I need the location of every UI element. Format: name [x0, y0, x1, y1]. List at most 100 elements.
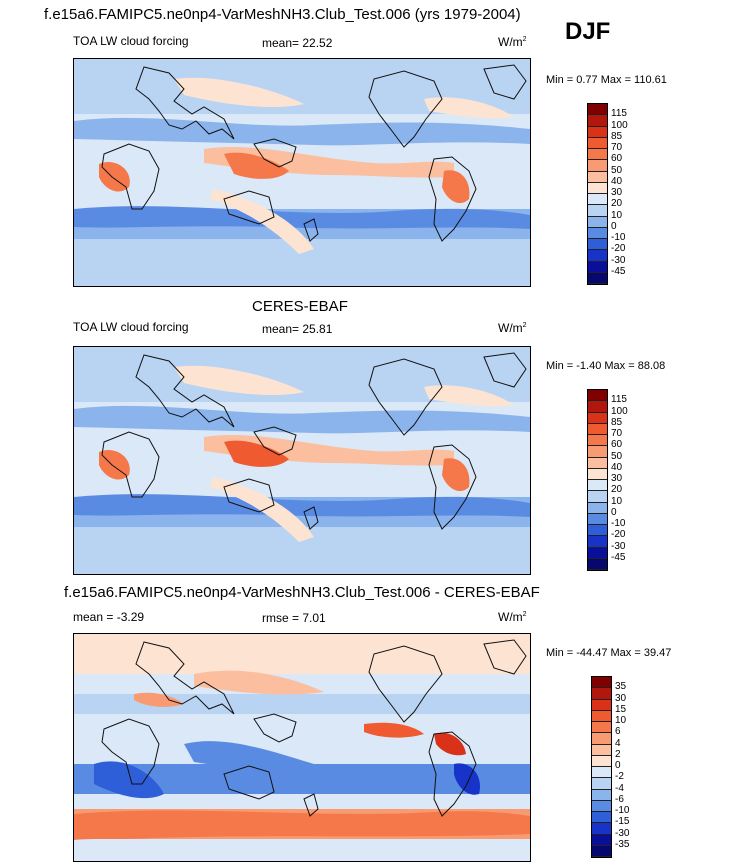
coastline	[135, 641, 235, 715]
panel1-minmax: Min = 0.77 Max = 110.61	[546, 74, 667, 86]
colorbar-tick-label: -10	[611, 232, 626, 243]
colorbar-swatches	[587, 103, 608, 285]
units-text: W/m	[498, 35, 523, 49]
coastline	[483, 639, 527, 675]
coastline	[483, 352, 527, 388]
colorbar-tick-label: -45	[611, 265, 626, 277]
amazon-convection	[442, 458, 470, 492]
southern-ocean-excess	[74, 810, 530, 840]
colorbar-swatch	[592, 755, 611, 767]
panel2-title: CERES-EBAF	[252, 298, 348, 315]
colorbar-swatches	[591, 676, 612, 858]
colorbar-swatch	[588, 435, 607, 447]
colorbar-swatch	[592, 812, 611, 824]
colorbar-swatch	[588, 137, 607, 149]
pacific-north-excess	[194, 670, 324, 695]
coastline	[223, 765, 275, 800]
colorbar-tick-label: -30	[611, 540, 626, 552]
amazon-deficit	[454, 763, 480, 795]
colorbar-swatch	[588, 227, 607, 239]
units-text: W/m	[498, 321, 523, 335]
coastline	[368, 645, 443, 723]
colorbar-tick-label: 0	[611, 220, 617, 232]
coastline	[303, 506, 319, 530]
panel2-minmax: Min = -1.40 Max = 88.08	[546, 360, 666, 372]
panel1-title: f.e15a6.FAMIPC5.ne0np4-VarMeshNH3.Club_T…	[44, 6, 521, 23]
colorbar-tick-label: -15	[615, 816, 630, 828]
colorbar-tick-label: 70	[611, 142, 623, 153]
colorbar-swatch	[592, 733, 611, 745]
panel1-mean: mean= 22.52	[262, 36, 333, 50]
colorbar-swatch	[588, 457, 607, 469]
colorbar-tick-label: 6	[615, 726, 621, 738]
pacific-excess	[364, 722, 424, 738]
colorbar-swatch	[588, 261, 607, 273]
panel2-mean: mean= 25.81	[262, 322, 333, 336]
arctic-band	[74, 634, 530, 674]
contour-map	[74, 59, 530, 286]
colorbar-tick-label: 50	[611, 164, 623, 176]
coastline	[253, 138, 297, 168]
coastline	[368, 358, 443, 436]
colorbar-swatch	[588, 194, 607, 206]
colorbar-tick-label: 85	[611, 416, 623, 428]
colorbar-tick-label: 85	[611, 130, 623, 142]
colorbar-swatch	[592, 688, 611, 700]
colorbar-swatch	[588, 502, 607, 514]
colorbar-tick-label: 20	[611, 484, 623, 496]
colorbar-tick-label: -30	[611, 254, 626, 266]
colorbar-swatch	[588, 182, 607, 194]
coastline	[428, 731, 477, 817]
subtropical-low	[74, 405, 530, 434]
colorbar-tick-label: 35	[615, 681, 627, 693]
colorbar-tick-label: 40	[611, 175, 623, 187]
colorbar-swatch	[588, 412, 607, 424]
colorbar-swatch	[592, 800, 611, 812]
colorbar-tick-label: 100	[611, 405, 628, 417]
coastline	[483, 64, 527, 100]
colorbar-tick-label: -10	[611, 518, 626, 529]
storm-track-pacific	[174, 365, 304, 396]
coastline	[303, 793, 319, 817]
panel2-units: W/m2	[498, 321, 527, 335]
colorbar-swatch	[588, 160, 607, 172]
colorbar-swatch	[588, 390, 607, 402]
colorbar-tick-label: 0	[611, 506, 617, 518]
colorbar-tick-label: 30	[611, 473, 623, 484]
colorbar-tick-label: -6	[615, 793, 624, 805]
panel1-variable: TOA LW cloud forcing	[73, 34, 189, 48]
panel3-units: W/m2	[498, 610, 527, 624]
coastline	[428, 156, 477, 242]
units-exponent: 2	[522, 36, 527, 43]
panel2-map	[73, 346, 531, 575]
coastline	[223, 190, 275, 225]
storm-track-atlantic	[424, 385, 514, 407]
colorbar-swatch	[588, 536, 607, 548]
amazon-convection	[442, 170, 470, 204]
panel3-mean: mean = -3.29	[73, 610, 145, 624]
panel3-map	[73, 633, 531, 862]
colorbar-swatch	[588, 171, 607, 183]
colorbar-swatch	[592, 778, 611, 790]
colorbar-tick-label: -45	[611, 551, 626, 563]
coastline	[368, 70, 443, 148]
colorbar-swatch	[588, 250, 607, 262]
colorbar-swatch	[592, 744, 611, 756]
storm-track-atlantic	[424, 97, 514, 119]
colorbar-swatch	[588, 513, 607, 525]
colorbar-tick-label: 4	[615, 737, 621, 749]
coastline	[223, 478, 275, 513]
colorbar-tick-label: 60	[611, 439, 623, 451]
colorbar-swatch	[588, 115, 607, 127]
coastline	[135, 354, 235, 428]
colorbar-tick-label: 10	[611, 495, 623, 507]
southern-low	[74, 494, 530, 517]
colorbar-swatch	[588, 401, 607, 413]
colorbar-swatch	[588, 468, 607, 480]
colorbar-tick-label: 15	[615, 703, 627, 715]
colorbar-swatch	[588, 239, 607, 251]
panel1-map	[73, 58, 531, 287]
colorbar-tick-label: 40	[611, 461, 623, 473]
units-text: W/m	[498, 610, 523, 624]
colorbar-swatch	[588, 272, 607, 284]
